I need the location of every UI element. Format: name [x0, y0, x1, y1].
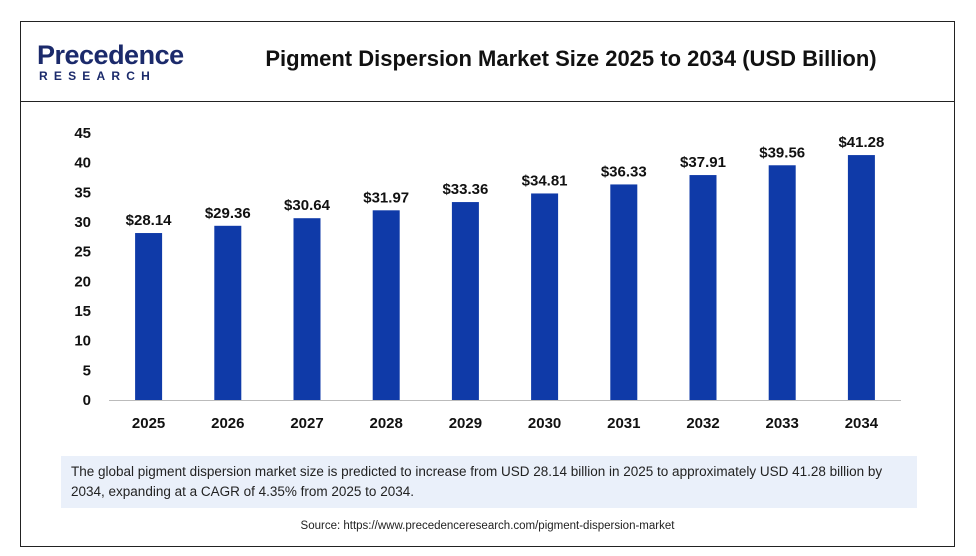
header: Precedence RESEARCH Pigment Dispersion M… — [21, 22, 954, 102]
bar — [214, 225, 242, 400]
x-tick-label: 2028 — [370, 415, 403, 432]
y-tick-label: 30 — [74, 214, 91, 231]
y-tick-label: 35 — [74, 184, 91, 201]
bar — [451, 202, 479, 400]
y-tick-label: 15 — [74, 303, 91, 320]
bar — [531, 193, 559, 400]
x-tick-label: 2031 — [607, 415, 640, 432]
page-title: Pigment Dispersion Market Size 2025 to 2… — [265, 46, 877, 71]
data-label: $33.36 — [442, 181, 488, 198]
bar — [372, 210, 400, 400]
chart-frame: Precedence RESEARCH Pigment Dispersion M… — [20, 21, 955, 547]
y-tick-label: 45 — [74, 125, 91, 142]
brand-subtitle: RESEARCH — [39, 69, 156, 83]
bar — [610, 184, 638, 400]
data-label: $36.33 — [601, 163, 647, 180]
bar — [293, 218, 321, 400]
data-label: $28.14 — [126, 212, 173, 229]
source-text: Source: https://www.precedenceresearch.c… — [300, 520, 675, 532]
y-tick-label: 25 — [74, 244, 91, 261]
x-tick-label: 2032 — [686, 415, 719, 432]
brand-name: Precedence — [37, 40, 184, 70]
bar-chart: 051015202530354045$28.142025$29.362026$3… — [74, 125, 901, 432]
data-label: $41.28 — [838, 134, 884, 151]
bar — [135, 233, 163, 400]
x-tick-label: 2025 — [132, 415, 165, 432]
description-box: The global pigment dispersion market siz… — [61, 456, 917, 508]
data-label: $30.64 — [284, 197, 331, 214]
bar — [847, 155, 875, 400]
bar — [768, 165, 796, 400]
x-tick-label: 2033 — [766, 415, 799, 432]
y-tick-label: 5 — [83, 362, 91, 379]
y-tick-label: 40 — [74, 155, 91, 172]
x-tick-label: 2027 — [290, 415, 323, 432]
brand-logo: Precedence RESEARCH — [37, 40, 184, 84]
x-tick-label: 2034 — [845, 415, 879, 432]
data-label: $37.91 — [680, 154, 726, 171]
data-label: $31.97 — [363, 189, 409, 206]
x-tick-label: 2026 — [211, 415, 244, 432]
data-label: $34.81 — [522, 172, 568, 189]
data-label: $39.56 — [759, 144, 805, 161]
x-tick-label: 2030 — [528, 415, 561, 432]
bar — [689, 175, 717, 400]
y-tick-label: 20 — [74, 273, 91, 290]
x-tick-label: 2029 — [449, 415, 482, 432]
y-tick-label: 10 — [74, 333, 91, 350]
data-label: $29.36 — [205, 205, 251, 222]
y-tick-label: 0 — [83, 392, 91, 409]
